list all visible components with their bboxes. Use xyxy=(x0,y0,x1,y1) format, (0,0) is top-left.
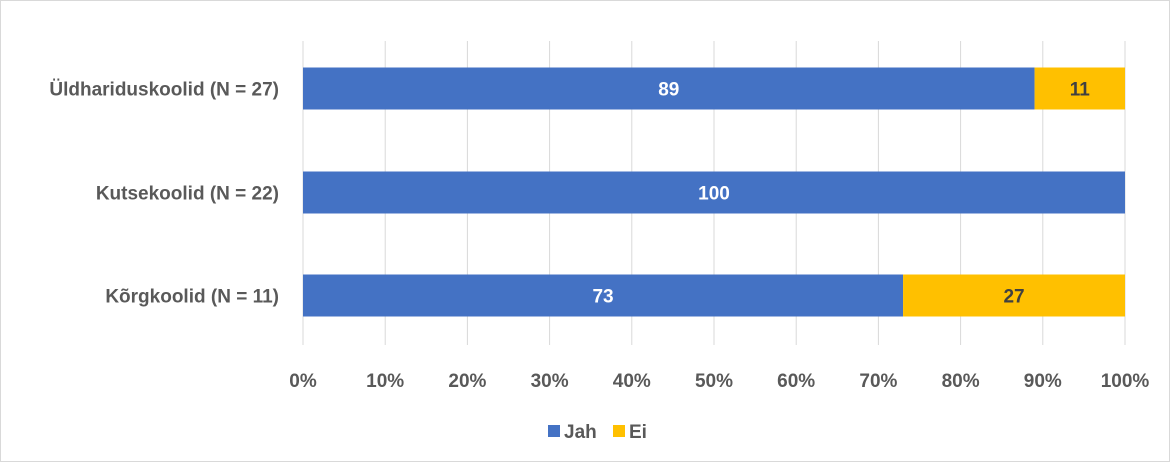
x-tick-label: 100% xyxy=(1101,371,1150,392)
x-tick-label: 40% xyxy=(613,371,651,392)
x-tick-label: 90% xyxy=(1024,371,1062,392)
x-tick-label: 10% xyxy=(366,371,404,392)
category-axis: Üldhariduskoolid (N = 27) Kutsekoolid (N … xyxy=(49,80,279,308)
bars xyxy=(303,67,1125,317)
legend-label-ei: Ei xyxy=(629,422,647,443)
bar-ei xyxy=(1034,67,1125,110)
legend-swatch-ei xyxy=(613,425,625,437)
bar-jah xyxy=(303,67,1035,110)
bar-jah xyxy=(303,171,1125,214)
legend: Jah Ei xyxy=(548,422,647,443)
x-tick-label: 70% xyxy=(859,371,897,392)
category-label: Kutsekoolid (N = 22) xyxy=(96,184,279,205)
x-tick-label: 60% xyxy=(777,371,815,392)
x-tick-label: 80% xyxy=(942,371,980,392)
bar-ei xyxy=(903,274,1125,317)
value-axis: 0% 10% 20% 30% 40% 50% 60% 70% 80% 90% 100% xyxy=(289,371,1149,392)
x-tick-label: 20% xyxy=(448,371,486,392)
x-tick-label: 50% xyxy=(695,371,733,392)
data-labels: 89 11 100 73 27 xyxy=(592,80,1090,308)
data-label: 89 xyxy=(658,80,679,101)
data-label: 27 xyxy=(1003,287,1024,308)
legend-label-jah: Jah xyxy=(564,422,597,443)
category-label: Üldhariduskoolid (N = 27) xyxy=(49,80,279,101)
data-label: 73 xyxy=(592,287,613,308)
data-label: 11 xyxy=(1070,80,1091,101)
x-tick-label: 30% xyxy=(531,371,569,392)
legend-swatch-jah xyxy=(548,425,560,437)
bar-jah xyxy=(303,274,904,317)
data-label: 100 xyxy=(698,184,730,205)
x-tick-label: 0% xyxy=(289,371,317,392)
category-label: Kõrgkoolid (N = 11) xyxy=(105,287,279,308)
